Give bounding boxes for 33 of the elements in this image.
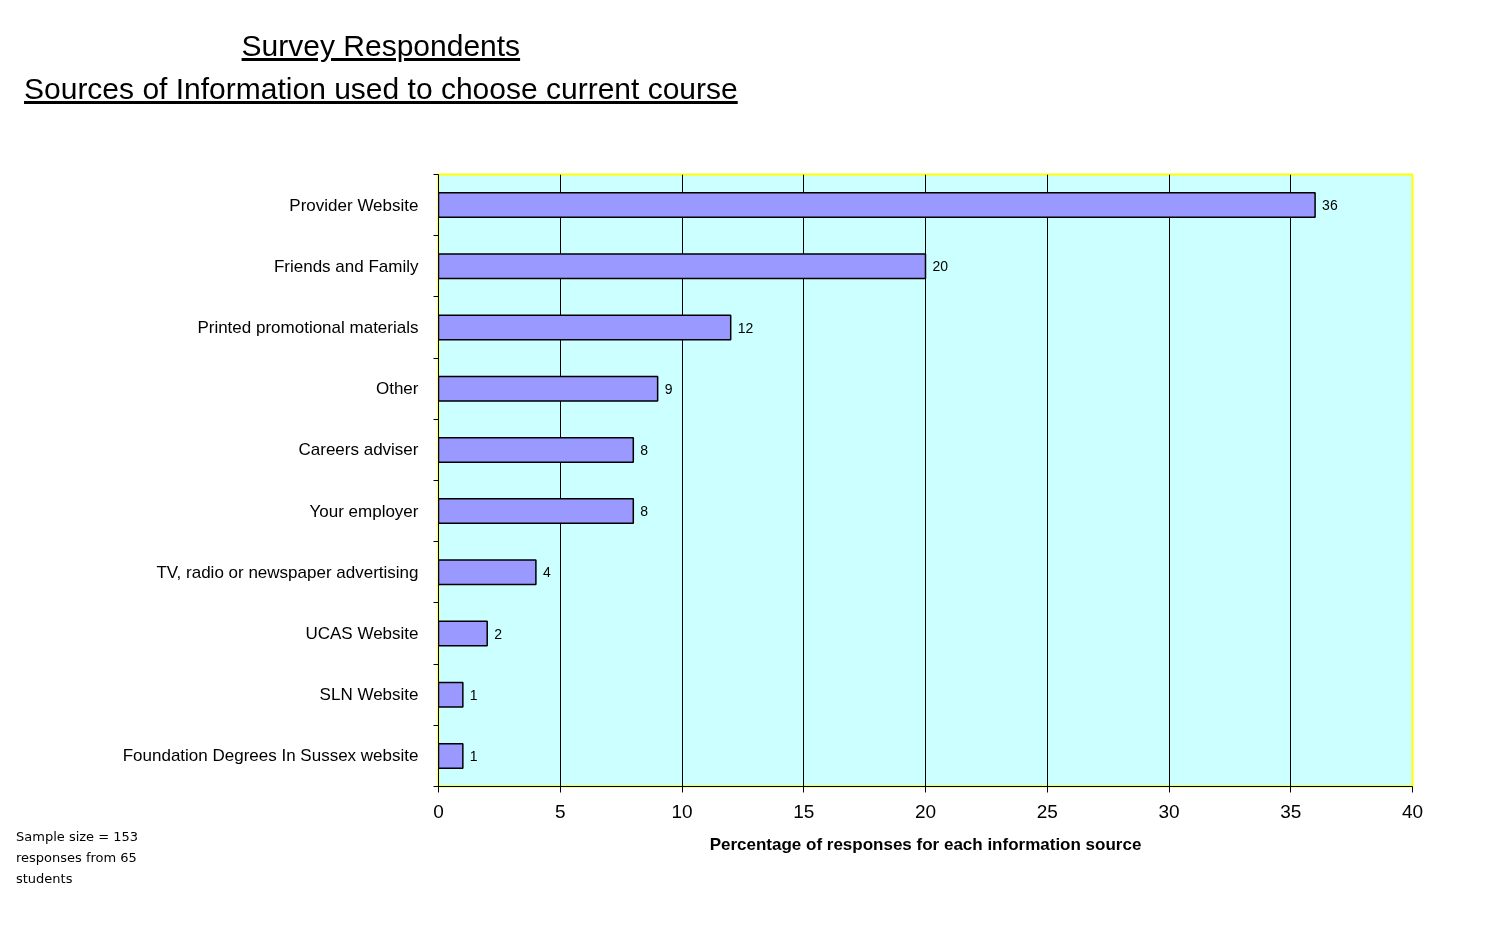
y-tick-label: Friends and Family [273,256,419,276]
data-label: 20 [932,258,949,275]
y-tick-label: Careers adviser [298,440,419,460]
x-tick-label: 30 [1158,800,1180,822]
y-tick-label: Provider Website [289,195,419,215]
x-tick-label: 20 [914,800,937,822]
x-tick-label: 40 [1401,800,1424,822]
x-tick-label: 10 [671,800,693,822]
data-label: 9 [664,380,673,397]
y-tick-label: TV, radio or newspaper advertising [156,562,419,582]
chart-title: Survey Respondents [240,28,522,64]
data-label: 8 [640,503,649,520]
x-axis-title: Percentage of responses for each information source [709,834,1142,854]
y-tick-label: Printed promotional materials [197,318,419,337]
y-tick-label: Foundation Degrees In Sussex website [122,746,419,766]
chart-subtitle: Sources of Information used to choose current course [24,71,738,107]
y-tick-label: SLN Website [319,685,419,705]
data-label: 12 [737,319,754,336]
data-label: 8 [640,441,649,458]
x-tick-label: 25 [1036,800,1058,822]
data-label: 4 [542,564,551,581]
x-tick-label: 35 [1280,800,1302,822]
data-label: 36 [1322,197,1338,214]
data-label: 1 [469,686,478,703]
x-tick-label: 0 [433,800,444,822]
data-label: 1 [469,747,478,764]
text: Sample size = 153 responses from 65 students [16,828,139,888]
data-label: 2 [494,625,503,642]
y-tick-label: UCAS Website [305,624,419,643]
x-tick-label: 5 [554,800,566,822]
y-tick-label: Your employer [309,501,419,521]
x-tick-label: 15 [793,800,815,822]
y-tick-label: Other [375,379,419,399]
